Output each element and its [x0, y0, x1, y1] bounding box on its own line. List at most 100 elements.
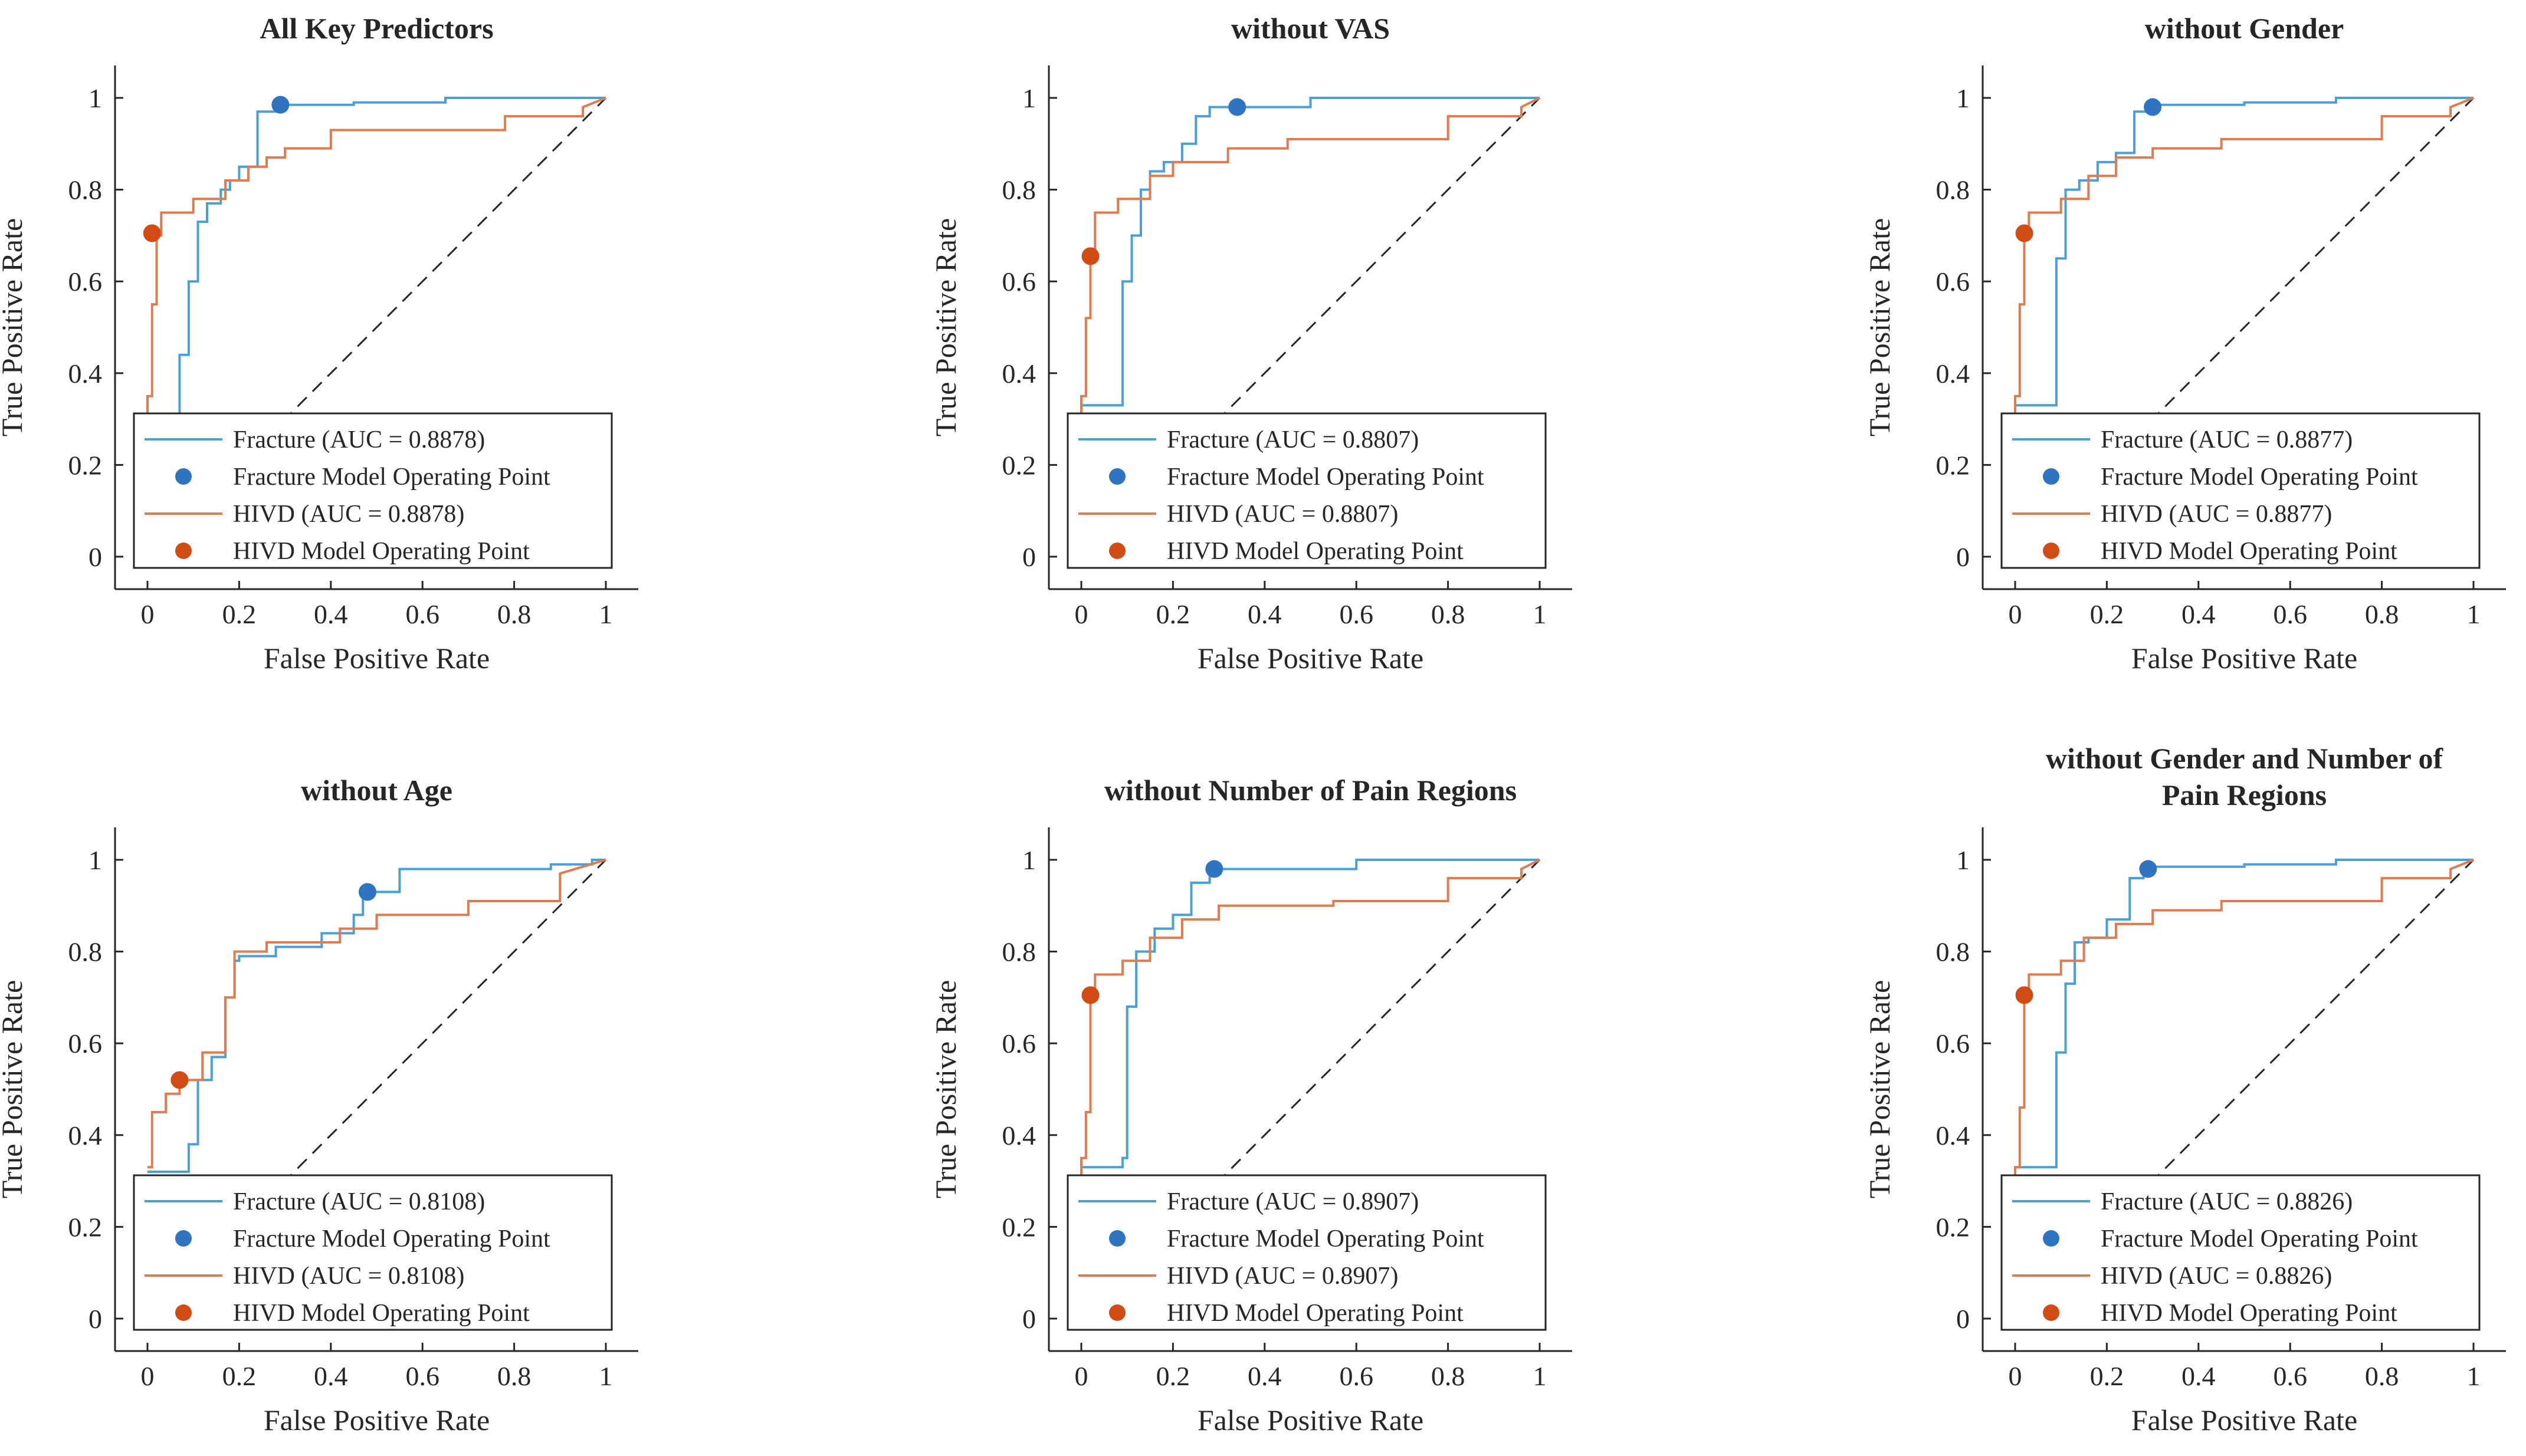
legend-label: Fracture Model Operating Point [2101, 464, 2418, 491]
y-axis-label: True Positive Rate [1863, 218, 1896, 436]
hivd-roc-curve [2014, 97, 2474, 557]
hivd-roc-curve [1080, 859, 1540, 1319]
legend: Fracture (AUC = 0.8108) Fracture Model Op… [133, 1174, 613, 1331]
legend-swatch-fracture-point [2043, 468, 2059, 485]
legend-label: Fracture (AUC = 0.8877) [2101, 426, 2353, 453]
y-tick-label: 0.4 [1002, 359, 1036, 389]
x-tick-label: 0 [141, 1361, 155, 1391]
x-tick-label: 0.4 [1248, 1361, 1282, 1391]
legend-swatch-fracture-point [1109, 468, 1126, 485]
x-tick-label: 1 [599, 1361, 613, 1391]
x-axis-label: False Positive Rate [2131, 1404, 2357, 1437]
y-tick-label: 0.2 [68, 450, 103, 480]
legend-label: HIVD Model Operating Point [233, 538, 530, 565]
y-tick-label: 1 [1022, 83, 1036, 113]
legend-label: HIVD (AUC = 0.8108) [233, 1263, 464, 1290]
y-tick-label: 0 [88, 1304, 102, 1334]
chart-title: All Key Predictors [260, 12, 493, 45]
hivd-operating-point [1081, 986, 1100, 1004]
legend-label: Fracture (AUC = 0.8878) [233, 426, 485, 453]
x-axis-label: False Positive Rate [264, 642, 490, 675]
hivd-roc-curve [146, 97, 606, 557]
legend-swatch-fracture-point [175, 468, 192, 485]
x-tick-label: 0.2 [1156, 1361, 1190, 1391]
y-tick-label: 0.8 [1936, 937, 1970, 967]
y-tick-label: 0.6 [68, 267, 103, 297]
y-tick-label: 0 [1956, 542, 1970, 572]
fracture-roc-curve [147, 859, 606, 1173]
legend-label: Fracture Model Operating Point [2101, 1225, 2418, 1253]
y-tick-label: 0.4 [1002, 1120, 1036, 1151]
x-tick-label: 0.8 [497, 1361, 532, 1391]
y-axis-label: True Positive Rate [929, 980, 962, 1198]
chart-title: without VAS [1231, 12, 1390, 45]
x-tick-label: 0.8 [2365, 599, 2399, 629]
x-tick-label: 0.6 [2273, 599, 2307, 629]
y-tick-label: 0.8 [1936, 175, 1970, 205]
x-tick-label: 0.2 [1156, 599, 1190, 629]
x-tick-label: 1 [1533, 599, 1547, 629]
y-tick-label: 0.8 [68, 937, 103, 967]
legend: Fracture (AUC = 0.8878) Fracture Model Op… [133, 412, 613, 569]
legend: Fracture (AUC = 0.8807) Fracture Model Op… [1067, 412, 1547, 569]
roc-panel-5: without Number of Pain Regions 0 0.2 0.4 0.6… [929, 774, 1572, 1437]
x-tick-label: 0.6 [1339, 1361, 1373, 1391]
legend: Fracture (AUC = 0.8826) Fracture Model Op… [2000, 1174, 2481, 1331]
legend-label: Fracture Model Operating Point [233, 464, 550, 491]
x-tick-label: 0.4 [2181, 599, 2216, 629]
y-tick-label: 0.4 [68, 359, 103, 389]
x-tick-label: 0.2 [222, 599, 257, 629]
fracture-operating-point [358, 883, 376, 901]
y-tick-label: 0.2 [1936, 1212, 1970, 1242]
hivd-operating-point [170, 1071, 189, 1089]
legend-label: HIVD Model Operating Point [2101, 1300, 2397, 1327]
y-tick-label: 0.4 [1936, 359, 1970, 389]
y-tick-label: 0.8 [1002, 175, 1036, 205]
legend-label: HIVD Model Operating Point [2101, 538, 2397, 565]
legend-label: HIVD (AUC = 0.8907) [1167, 1263, 1398, 1290]
y-tick-label: 0.6 [1936, 267, 1970, 297]
fracture-operating-point [2144, 98, 2162, 116]
x-tick-label: 1 [599, 599, 613, 629]
fracture-operating-point [2139, 860, 2157, 878]
y-tick-label: 0 [1022, 1304, 1036, 1334]
legend-swatch-hivd-point [175, 543, 192, 559]
x-tick-label: 0.8 [1431, 1361, 1465, 1391]
legend-label: HIVD Model Operating Point [1167, 538, 1464, 565]
fracture-operating-point [271, 96, 290, 114]
legend-swatch-hivd-point [2043, 1304, 2059, 1321]
y-tick-label: 1 [88, 845, 102, 875]
hivd-operating-point [2015, 224, 2033, 242]
fracture-roc-curve [1081, 859, 1540, 1169]
chart-title: Pain Regions [2162, 778, 2327, 811]
hivd-roc-curve [1080, 97, 1540, 557]
y-axis-label: True Positive Rate [0, 980, 28, 1198]
chart-title: without Number of Pain Regions [1104, 774, 1517, 807]
x-tick-label: 0.8 [1431, 599, 1465, 629]
legend-swatch-fracture-point [175, 1230, 192, 1247]
x-tick-label: 0.8 [2365, 1361, 2399, 1391]
y-tick-label: 1 [1956, 83, 1970, 113]
legend-label: HIVD Model Operating Point [233, 1300, 530, 1327]
x-tick-label: 0 [1075, 1361, 1088, 1391]
y-tick-label: 0.6 [68, 1028, 103, 1059]
y-axis-label: True Positive Rate [1863, 980, 1896, 1198]
x-tick-label: 0.6 [2273, 1361, 2307, 1391]
y-tick-label: 0.6 [1002, 1028, 1036, 1059]
x-tick-label: 1 [2467, 599, 2481, 629]
legend-swatch-hivd-point [175, 1304, 192, 1321]
y-tick-label: 0.2 [68, 1212, 103, 1242]
roc-panel-4: without Age 0 0.2 0.4 0.6 0.8 1 0 0.2 0.4 0.6 0.8 1 F… [0, 774, 638, 1437]
legend-label: HIVD (AUC = 0.8826) [2101, 1263, 2332, 1290]
y-tick-label: 1 [1956, 845, 1970, 875]
legend-swatch-fracture-point [1109, 1230, 1126, 1247]
legend-label: Fracture Model Operating Point [1167, 1225, 1484, 1253]
x-axis-label: False Positive Rate [264, 1404, 490, 1437]
legend-label: Fracture (AUC = 0.8108) [233, 1188, 485, 1215]
chart-title: without Age [301, 774, 452, 807]
x-tick-label: 0.8 [497, 599, 532, 629]
legend-label: Fracture (AUC = 0.8807) [1167, 426, 1419, 453]
legend-label: Fracture Model Operating Point [233, 1225, 550, 1253]
y-tick-label: 0.2 [1936, 450, 1970, 480]
